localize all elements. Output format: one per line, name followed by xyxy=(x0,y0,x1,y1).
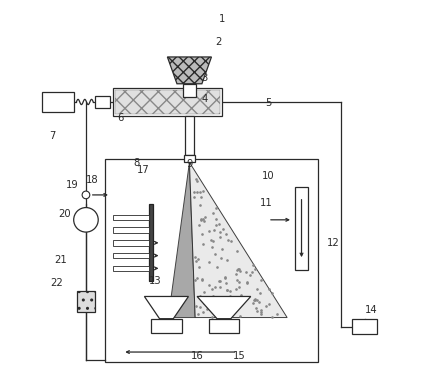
Bar xyxy=(115,90,220,114)
Bar xyxy=(77,291,95,312)
Polygon shape xyxy=(167,57,211,84)
Text: 21: 21 xyxy=(54,255,67,265)
Text: 10: 10 xyxy=(262,171,274,181)
Bar xyxy=(42,92,75,112)
Bar xyxy=(113,88,222,116)
Text: 5: 5 xyxy=(265,98,271,108)
Bar xyxy=(95,96,110,108)
Text: 15: 15 xyxy=(233,351,246,361)
Bar xyxy=(209,319,239,333)
Text: 6: 6 xyxy=(117,113,123,123)
Polygon shape xyxy=(197,296,251,319)
Text: 8: 8 xyxy=(134,158,140,168)
Text: 13: 13 xyxy=(149,276,161,286)
Bar xyxy=(113,253,149,258)
Bar xyxy=(113,240,149,245)
Text: 3: 3 xyxy=(202,73,208,83)
Text: 1: 1 xyxy=(219,14,225,24)
Bar xyxy=(352,319,377,334)
Text: 12: 12 xyxy=(327,238,340,248)
Text: 11: 11 xyxy=(260,198,273,208)
Text: 17: 17 xyxy=(137,165,150,175)
Bar xyxy=(185,116,194,155)
Bar xyxy=(149,205,153,281)
Text: 4: 4 xyxy=(202,94,208,104)
Bar xyxy=(184,155,195,162)
Text: 20: 20 xyxy=(59,209,71,219)
Bar xyxy=(113,227,149,233)
Bar xyxy=(105,159,318,362)
Circle shape xyxy=(82,191,90,199)
Text: 7: 7 xyxy=(49,130,56,141)
Polygon shape xyxy=(144,296,188,319)
Text: 19: 19 xyxy=(66,180,79,190)
Polygon shape xyxy=(190,163,287,318)
Text: 16: 16 xyxy=(191,351,203,361)
Bar xyxy=(183,84,195,97)
Bar xyxy=(113,215,149,220)
Bar xyxy=(151,319,182,333)
Text: 9: 9 xyxy=(186,159,193,169)
Polygon shape xyxy=(168,163,195,318)
Circle shape xyxy=(74,208,98,232)
Text: 18: 18 xyxy=(86,174,99,185)
Bar xyxy=(113,266,149,271)
Text: 22: 22 xyxy=(50,278,63,288)
Text: 14: 14 xyxy=(365,305,378,315)
Bar xyxy=(295,187,308,270)
Text: 2: 2 xyxy=(215,37,222,47)
